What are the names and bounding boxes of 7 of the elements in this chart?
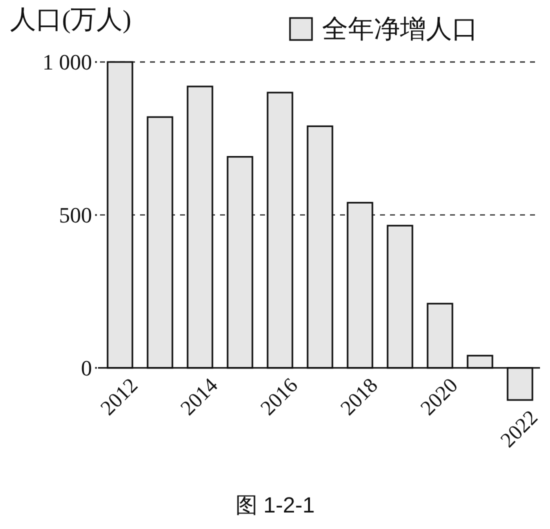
y-axis-title: 人口(万人): [10, 5, 132, 34]
y-tick-label: 500: [59, 202, 92, 228]
y-tick-label: 0: [81, 355, 92, 380]
legend-label: 全年净增人口: [322, 14, 478, 44]
y-tick-label: 1 000: [42, 50, 92, 74]
caption: 图 1-2-1: [235, 492, 315, 518]
legend: 全年净增人口: [289, 14, 478, 44]
